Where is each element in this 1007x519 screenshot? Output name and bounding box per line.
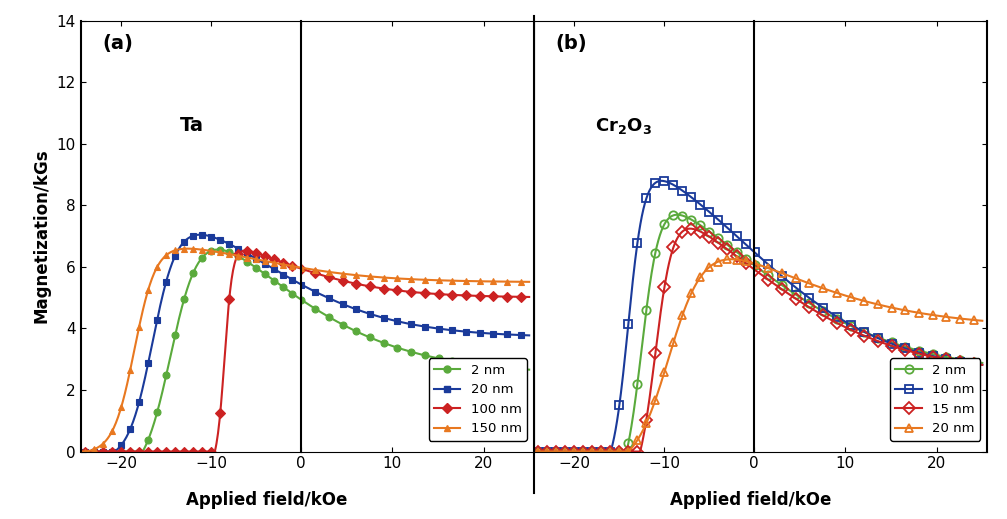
Legend: 2 nm, 10 nm, 15 nm, 20 nm: 2 nm, 10 nm, 15 nm, 20 nm <box>890 358 980 441</box>
Text: (b): (b) <box>556 34 587 53</box>
Text: Applied field/kOe: Applied field/kOe <box>670 490 831 509</box>
Text: Applied field/kOe: Applied field/kOe <box>186 490 347 509</box>
Text: Ta: Ta <box>180 116 203 134</box>
Legend: 2 nm, 20 nm, 100 nm, 150 nm: 2 nm, 20 nm, 100 nm, 150 nm <box>429 358 527 441</box>
Text: (a): (a) <box>103 34 134 53</box>
Text: $\mathbf{Cr_2O_3}$: $\mathbf{Cr_2O_3}$ <box>595 116 653 135</box>
Y-axis label: Magnetization/kGs: Magnetization/kGs <box>33 149 51 323</box>
